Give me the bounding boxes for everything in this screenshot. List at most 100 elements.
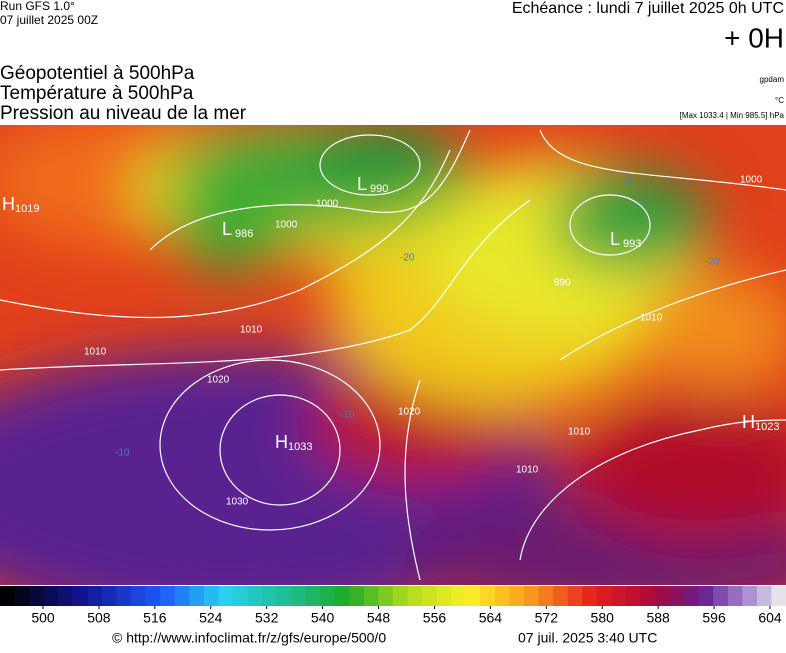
title: Géopotentiel à 500hPa <box>0 63 195 84</box>
colorbar-swatch <box>116 586 132 606</box>
temperature-label: -20 <box>705 257 720 268</box>
center-type: H <box>742 412 755 432</box>
colorbar-swatch <box>756 586 772 606</box>
colorbar-tick-label: 556 <box>423 610 447 626</box>
colorbar-tick-label: 572 <box>535 610 559 626</box>
run-label: Run GFS 1.0° <box>0 0 75 13</box>
colorbar-swatch <box>611 586 627 606</box>
colorbar-tick-label: 500 <box>31 610 55 626</box>
colorbar-swatch <box>131 586 147 606</box>
colorbar-swatch <box>43 586 59 606</box>
colorbar-swatch <box>509 586 525 606</box>
colorbar-swatch <box>305 586 321 606</box>
valid-time: Echéance : lundi 7 juillet 2025 0h UTC <box>512 0 784 17</box>
colorbar-swatch <box>727 586 743 606</box>
colorbar-swatch <box>145 586 161 606</box>
colorbar-swatch <box>101 586 117 606</box>
isobar-label: 1000 <box>316 199 339 210</box>
colorbar-swatch <box>72 586 88 606</box>
colorbar-swatch <box>625 586 641 606</box>
colorbar-swatch <box>14 586 30 606</box>
colorbar-swatch <box>553 586 569 606</box>
colorbar-tick-label: 596 <box>702 610 726 626</box>
colorbar-swatch <box>524 586 540 606</box>
colorbar-swatch <box>189 586 205 606</box>
colorbar-tick-label: 604 <box>758 610 782 626</box>
center-value: 986 <box>235 228 253 240</box>
temperature-label: -10 <box>115 448 130 459</box>
colorbar-swatch <box>582 586 598 606</box>
colorbar-swatch <box>29 586 45 606</box>
isobar-label: 1010 <box>84 347 107 358</box>
center-value: 1023 <box>755 421 779 433</box>
isobar-label: 1000 <box>740 175 763 186</box>
colorbar-swatch <box>58 586 74 606</box>
colorbar-tick-label: 564 <box>479 610 503 626</box>
colorbar-tick-label: 508 <box>87 610 111 626</box>
map-field <box>0 125 786 585</box>
colorbar-swatch <box>465 586 481 606</box>
colorbar-swatch <box>174 586 190 606</box>
colorbar-swatch <box>436 586 452 606</box>
colorbar-swatch <box>218 586 234 606</box>
center-type: L <box>357 174 367 194</box>
isobar-label: 1010 <box>640 313 663 324</box>
colorbar-swatch <box>378 586 394 606</box>
colorbar-swatch <box>684 586 700 606</box>
unit: [Max 1033.4 | Min 985.5] hPa <box>680 111 785 120</box>
colorbar-swatch <box>247 586 263 606</box>
colorbar-swatch <box>276 586 292 606</box>
colorbar-swatch <box>291 586 307 606</box>
footer-time: 07 juil. 2025 3:40 UTC <box>518 630 657 646</box>
colorbar-swatch <box>451 586 467 606</box>
isobar-label: 1000 <box>275 220 298 231</box>
colorbar-swatch <box>713 586 729 606</box>
colorbar-tick-label: 540 <box>311 610 335 626</box>
isobar-label: 1020 <box>207 375 230 386</box>
isobar-label: 990 <box>554 278 571 289</box>
colorbar-swatch <box>422 586 438 606</box>
footer-url: © http://www.infoclimat.fr/z/gfs/europe/… <box>112 630 386 646</box>
colorbar-tick-label: 524 <box>199 610 223 626</box>
colorbar-swatch <box>203 586 219 606</box>
center-value: 993 <box>623 238 641 250</box>
center-type: L <box>610 229 620 249</box>
colorbar-swatch <box>160 586 176 606</box>
colorbar-swatch <box>538 586 554 606</box>
colorbar-swatch <box>494 586 510 606</box>
isobar-label: 1010 <box>568 427 591 438</box>
colorbar-swatch <box>480 586 496 606</box>
isobars <box>0 129 786 581</box>
colorbar-swatch <box>0 586 16 606</box>
colorbar-swatch <box>349 586 365 606</box>
colorbar-swatch <box>771 586 786 606</box>
temperature-label: -20 <box>400 253 415 264</box>
center-value: 1019 <box>15 203 39 215</box>
colorbar-swatch <box>407 586 423 606</box>
colorbar-tick-label: 516 <box>143 610 167 626</box>
colorbar-swatch <box>567 586 583 606</box>
unit: °C <box>775 96 784 105</box>
lead-time: + 0H <box>724 22 784 53</box>
isobar-label: 1020 <box>398 407 421 418</box>
unit: gpdam <box>760 75 785 84</box>
colorbar-swatch <box>655 586 671 606</box>
center-value: 990 <box>370 183 388 195</box>
temperature-label: -10 <box>340 410 355 421</box>
colorbar-swatch <box>87 586 103 606</box>
colorbar-swatch <box>334 586 350 606</box>
colorbar-tick-label: 588 <box>646 610 670 626</box>
colorbar-tick-label: 548 <box>367 610 391 626</box>
colorbar-swatch <box>232 586 248 606</box>
colorbar-swatch <box>320 586 336 606</box>
isobar-label: 1010 <box>516 465 539 476</box>
colorbar-swatch <box>596 586 612 606</box>
colorbar-swatch <box>669 586 685 606</box>
colorbar-swatch <box>640 586 656 606</box>
isobar-label: 1030 <box>226 497 249 508</box>
temperature-label: -20 <box>620 177 635 188</box>
colorbar-swatch <box>742 586 758 606</box>
colorbar-swatch <box>393 586 409 606</box>
